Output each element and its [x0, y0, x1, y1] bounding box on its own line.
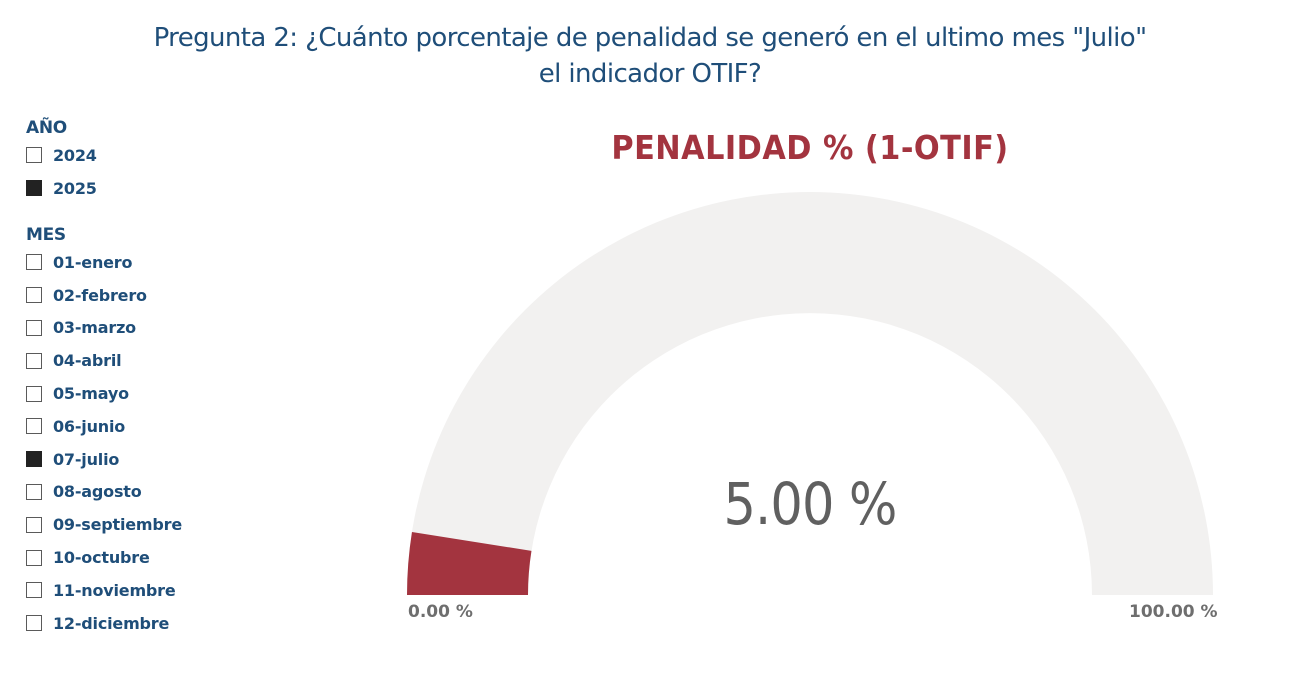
checkbox-unchecked[interactable]: [26, 516, 42, 533]
slicer-item-label: 10-octubre: [53, 548, 150, 568]
slicer-item[interactable]: 10-octubre: [26, 541, 182, 574]
checkbox-unchecked[interactable]: [26, 582, 42, 599]
checkbox-unchecked[interactable]: [26, 319, 42, 336]
slicer-item[interactable]: 09-septiembre: [26, 508, 182, 541]
slicer-item-label: 03-marzo: [53, 318, 136, 338]
checkbox-unchecked[interactable]: [26, 352, 42, 369]
slicer-item[interactable]: 12-diciembre: [26, 607, 182, 640]
slicer-item[interactable]: 08-agosto: [26, 476, 182, 509]
slicer-item-label: 06-junio: [53, 416, 126, 436]
gauge-fill: [407, 531, 532, 595]
gauge-value: 5.00 %: [723, 470, 897, 538]
question-title: Pregunta 2: ¿Cuánto porcentaje de penali…: [153, 23, 1147, 89]
checkbox-unchecked[interactable]: [26, 418, 42, 435]
slicer-item-label: 04-abril: [53, 351, 122, 371]
checkbox-unchecked[interactable]: [26, 147, 42, 164]
slicer-item[interactable]: 01-enero: [26, 246, 182, 279]
slicer-item-label: 08-agosto: [53, 482, 142, 502]
slicer-item-label: 09-septiembre: [53, 515, 182, 535]
slicer-item[interactable]: 06-junio: [26, 410, 182, 443]
checkbox-checked[interactable]: [26, 451, 42, 468]
checkbox-unchecked[interactable]: [26, 483, 42, 500]
slicer-item-label: 02-febrero: [53, 285, 147, 305]
gauge-max-label: 100.00 %: [1129, 602, 1218, 622]
slicer-item[interactable]: 07-julio: [26, 443, 182, 476]
checkbox-checked[interactable]: [26, 180, 42, 197]
slicer-item-label: 12-diciembre: [53, 613, 170, 633]
gauge-title: PENALIDAD % (1-OTIF): [611, 128, 1009, 167]
slicer-item-label: 11-noviembre: [53, 580, 176, 600]
slicer-item-label: 2025: [53, 178, 97, 198]
slicer-item[interactable]: 04-abril: [26, 344, 182, 377]
checkbox-unchecked[interactable]: [26, 287, 42, 304]
checkbox-unchecked[interactable]: [26, 549, 42, 566]
year-slicer-title: AÑO: [26, 118, 67, 138]
slicer-item-label: 2024: [53, 145, 97, 165]
month-slicer-title: MES: [26, 225, 66, 245]
slicer-item-label: 01-enero: [53, 252, 133, 272]
slicer-item[interactable]: 2025: [26, 172, 97, 205]
slicer-item[interactable]: 2024: [26, 139, 97, 172]
slicer-item-label: 07-julio: [53, 449, 120, 469]
month-slicer: MES 01-enero 02-febrero 03-marzo 04-abril 05…: [26, 224, 182, 640]
slicer-item[interactable]: 02-febrero: [26, 279, 182, 312]
slicer-item[interactable]: 05-mayo: [26, 377, 182, 410]
slicer-item[interactable]: 11-noviembre: [26, 574, 182, 607]
slicer-item[interactable]: 03-marzo: [26, 312, 182, 345]
gauge-track: [407, 192, 1213, 595]
slicer-item-label: 05-mayo: [53, 384, 129, 404]
year-slicer: AÑO 2024 2025: [26, 117, 97, 205]
checkbox-unchecked[interactable]: [26, 385, 42, 402]
checkbox-unchecked[interactable]: [26, 254, 42, 271]
gauge-min-label: 0.00 %: [408, 602, 473, 622]
checkbox-unchecked[interactable]: [26, 615, 42, 632]
